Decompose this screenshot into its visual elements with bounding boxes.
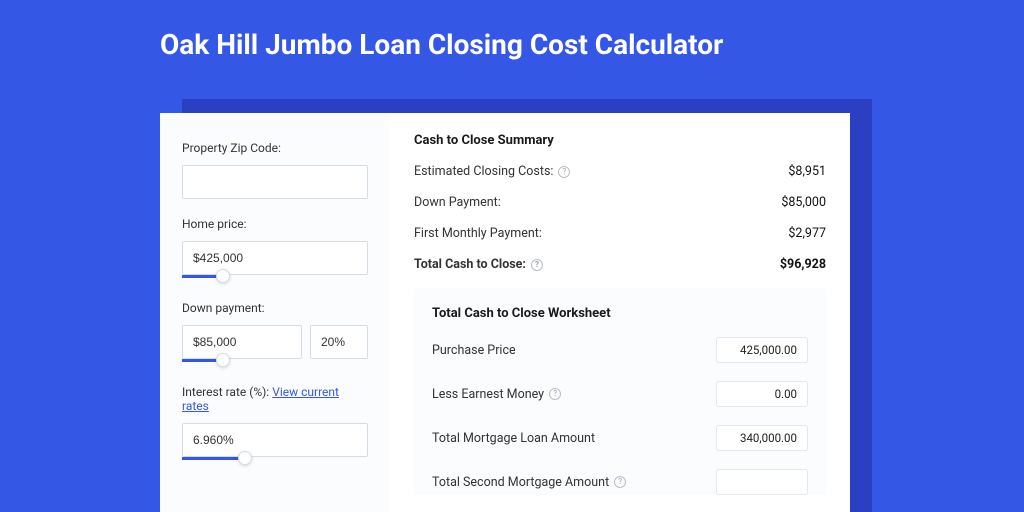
- summary-rows: Estimated Closing Costs:? $8,951 Down Paym…: [414, 164, 826, 272]
- help-icon[interactable]: ?: [614, 476, 626, 488]
- worksheet-row-label: Total Mortgage Loan Amount: [432, 431, 595, 446]
- worksheet-row-value[interactable]: [716, 469, 808, 495]
- summary-row: Total Cash to Close:? $96,928: [414, 257, 826, 272]
- summary-row-label: First Monthly Payment:: [414, 226, 542, 241]
- summary-row: Down Payment: $85,000: [414, 195, 826, 210]
- down-payment-pct-input[interactable]: [310, 325, 368, 359]
- inputs-panel: Property Zip Code: Home price: Down paym…: [160, 113, 390, 512]
- slider-thumb[interactable]: [238, 451, 252, 465]
- interest-field-group: Interest rate (%): View current rates: [182, 385, 368, 465]
- help-icon[interactable]: ?: [549, 388, 561, 400]
- down-payment-slider[interactable]: [182, 357, 368, 367]
- interest-label: Interest rate (%): View current rates: [182, 385, 368, 413]
- help-icon[interactable]: ?: [531, 259, 543, 271]
- worksheet-row-value[interactable]: 340,000.00: [716, 425, 808, 451]
- summary-row-label: Estimated Closing Costs:?: [414, 164, 570, 179]
- summary-row-value: $96,928: [780, 257, 826, 272]
- summary-row-label: Total Cash to Close:?: [414, 257, 543, 272]
- summary-label-text: Estimated Closing Costs:: [414, 164, 553, 179]
- zip-field-group: Property Zip Code:: [182, 141, 368, 199]
- summary-label-text: First Monthly Payment:: [414, 226, 542, 241]
- calculator-card: Property Zip Code: Home price: Down paym…: [160, 113, 850, 512]
- worksheet-label-text: Total Mortgage Loan Amount: [432, 431, 595, 446]
- down-payment-label: Down payment:: [182, 301, 368, 315]
- interest-input[interactable]: [182, 423, 368, 457]
- summary-row: First Monthly Payment: $2,977: [414, 226, 826, 241]
- zip-label: Property Zip Code:: [182, 141, 368, 155]
- worksheet-row-label: Purchase Price: [432, 343, 516, 358]
- worksheet-row-label: Total Second Mortgage Amount?: [432, 475, 626, 490]
- home-price-input[interactable]: [182, 241, 368, 275]
- worksheet-title: Total Cash to Close Worksheet: [432, 306, 808, 321]
- worksheet-row: Total Second Mortgage Amount?: [432, 469, 808, 495]
- zip-input[interactable]: [182, 165, 368, 199]
- slider-track: [182, 457, 245, 460]
- down-payment-input[interactable]: [182, 325, 302, 359]
- results-panel: Cash to Close Summary Estimated Closing …: [390, 113, 850, 512]
- summary-row-value: $2,977: [788, 226, 826, 241]
- summary-row: Estimated Closing Costs:? $8,951: [414, 164, 826, 179]
- worksheet-label-text: Less Earnest Money: [432, 387, 544, 402]
- worksheet-row: Total Mortgage Loan Amount 340,000.00: [432, 425, 808, 451]
- summary-label-text: Down Payment:: [414, 195, 501, 210]
- home-price-label: Home price:: [182, 217, 368, 231]
- worksheet-row-value[interactable]: 425,000.00: [716, 337, 808, 363]
- worksheet-row: Purchase Price 425,000.00: [432, 337, 808, 363]
- worksheet-row-label: Less Earnest Money?: [432, 387, 561, 402]
- interest-slider[interactable]: [182, 455, 368, 465]
- worksheet-rows: Purchase Price 425,000.00 Less Earnest Mon…: [432, 337, 808, 495]
- summary-label-text: Total Cash to Close:: [414, 257, 526, 272]
- worksheet-section: Total Cash to Close Worksheet Purchase P…: [414, 288, 826, 495]
- summary-row-value: $85,000: [781, 195, 826, 210]
- worksheet-label-text: Total Second Mortgage Amount: [432, 475, 609, 490]
- summary-title: Cash to Close Summary: [414, 133, 826, 148]
- page-title: Oak Hill Jumbo Loan Closing Cost Calcula…: [0, 0, 1024, 79]
- interest-label-text: Interest rate (%):: [182, 385, 269, 399]
- slider-thumb[interactable]: [216, 353, 230, 367]
- summary-row-value: $8,951: [788, 164, 826, 179]
- home-price-field-group: Home price:: [182, 217, 368, 283]
- summary-row-label: Down Payment:: [414, 195, 501, 210]
- down-payment-field-group: Down payment:: [182, 301, 368, 367]
- help-icon[interactable]: ?: [558, 166, 570, 178]
- slider-thumb[interactable]: [216, 269, 230, 283]
- worksheet-label-text: Purchase Price: [432, 343, 516, 358]
- home-price-slider[interactable]: [182, 273, 368, 283]
- worksheet-row: Less Earnest Money? 0.00: [432, 381, 808, 407]
- worksheet-row-value[interactable]: 0.00: [716, 381, 808, 407]
